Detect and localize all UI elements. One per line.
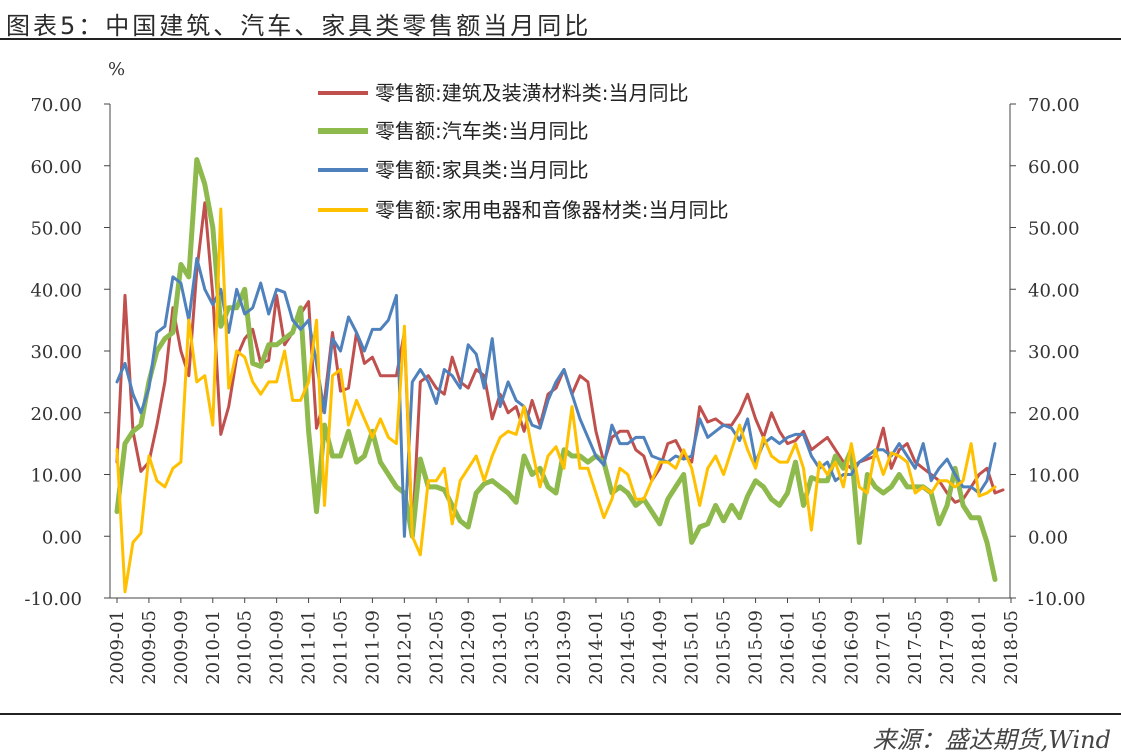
x-tick-label: 2014-05 bbox=[618, 610, 639, 685]
x-tick-label: 2011-05 bbox=[330, 610, 351, 685]
y-tick-label-right: 10.00 bbox=[1028, 466, 1080, 487]
x-tick-label: 2017-09 bbox=[937, 610, 958, 685]
bottom-rule bbox=[0, 713, 1121, 715]
x-tick-label: 2012-09 bbox=[458, 610, 479, 685]
y-tick-label-right: 70.00 bbox=[1028, 95, 1080, 116]
x-tick-label: 2013-05 bbox=[522, 610, 543, 685]
y-tick-label-right: -10.00 bbox=[1028, 589, 1086, 610]
x-tick-label: 2015-01 bbox=[682, 610, 703, 685]
legend-label-4: 零售额:家用电器和音像器材类:当月同比 bbox=[375, 198, 728, 222]
x-tick-label: 2012-01 bbox=[394, 610, 415, 685]
x-tick-label: 2010-05 bbox=[235, 610, 256, 685]
x-tick-label: 2017-01 bbox=[873, 610, 894, 685]
x-tick-label: 2010-09 bbox=[267, 610, 288, 685]
legend-label-2: 零售额:汽车类:当月同比 bbox=[375, 119, 588, 143]
x-tick-label: 2016-05 bbox=[809, 610, 830, 685]
x-tick-label: 2016-01 bbox=[777, 610, 798, 685]
x-tick-label: 2017-05 bbox=[905, 610, 926, 685]
y-tick-label-left: 0.00 bbox=[42, 527, 82, 548]
x-tick-label: 2011-09 bbox=[362, 610, 383, 685]
series-line-4 bbox=[115, 207, 997, 594]
x-tick-label: 2013-01 bbox=[490, 610, 511, 685]
y-tick-label-right: 30.00 bbox=[1028, 342, 1080, 363]
y-unit-label: % bbox=[108, 59, 125, 80]
legend-label-1: 零售额:建筑及装潢材料类:当月同比 bbox=[375, 81, 688, 105]
legend-label-3: 零售额:家具类:当月同比 bbox=[375, 158, 588, 182]
x-tick-label: 2012-05 bbox=[426, 610, 447, 685]
y-tick-label-left: 50.00 bbox=[30, 219, 82, 240]
y-tick-label-left: 60.00 bbox=[30, 157, 82, 178]
x-tick-label: 2009-01 bbox=[107, 610, 128, 685]
x-tick-label: 2009-09 bbox=[171, 610, 192, 685]
y-tick-label-right: 40.00 bbox=[1028, 280, 1080, 301]
y-tick-label-left: 10.00 bbox=[30, 466, 82, 487]
top-rule bbox=[0, 38, 1121, 40]
chart-legend: 零售额:建筑及装潢材料类:当月同比零售额:汽车类:当月同比零售额:家具类:当月同… bbox=[318, 81, 728, 222]
source-note: 来源：盛达期货,Wind bbox=[872, 726, 1111, 754]
chart-series-lines bbox=[114, 157, 1005, 594]
x-tick-label: 2016-09 bbox=[841, 610, 862, 685]
y-tick-label-left: 30.00 bbox=[30, 342, 82, 363]
y-tick-label-left: 20.00 bbox=[30, 404, 82, 425]
x-tick-label: 2010-01 bbox=[203, 610, 224, 685]
series-line-3 bbox=[115, 256, 997, 538]
x-tick-label: 2018-01 bbox=[969, 610, 990, 685]
chart-axes: % 70.00 70.00 60.00 60.00 50.00 50.00 40.00 40.0… bbox=[24, 59, 1085, 685]
y-tick-label-left: 70.00 bbox=[30, 95, 82, 116]
figure-title: 图表5：中国建筑、汽车、家具类零售额当月同比 bbox=[6, 12, 592, 40]
x-tick-label: 2015-05 bbox=[714, 610, 735, 685]
y-tick-label-right: 20.00 bbox=[1028, 404, 1080, 425]
y-tick-label-right: 60.00 bbox=[1028, 157, 1080, 178]
x-tick-label: 2014-01 bbox=[586, 610, 607, 685]
x-tick-label: 2018-05 bbox=[1001, 610, 1022, 685]
x-tick-label: 2013-09 bbox=[554, 610, 575, 685]
y-tick-label-left: 40.00 bbox=[30, 280, 82, 301]
x-tick-label: 2011-01 bbox=[299, 610, 320, 685]
x-tick-label: 2015-09 bbox=[746, 610, 767, 685]
x-tick-label: 2009-05 bbox=[139, 610, 160, 685]
y-tick-label-left: -10.00 bbox=[24, 589, 82, 610]
y-tick-label-right: 0.00 bbox=[1028, 527, 1068, 548]
x-tick-label: 2014-09 bbox=[650, 610, 671, 685]
y-tick-label-right: 50.00 bbox=[1028, 219, 1080, 240]
